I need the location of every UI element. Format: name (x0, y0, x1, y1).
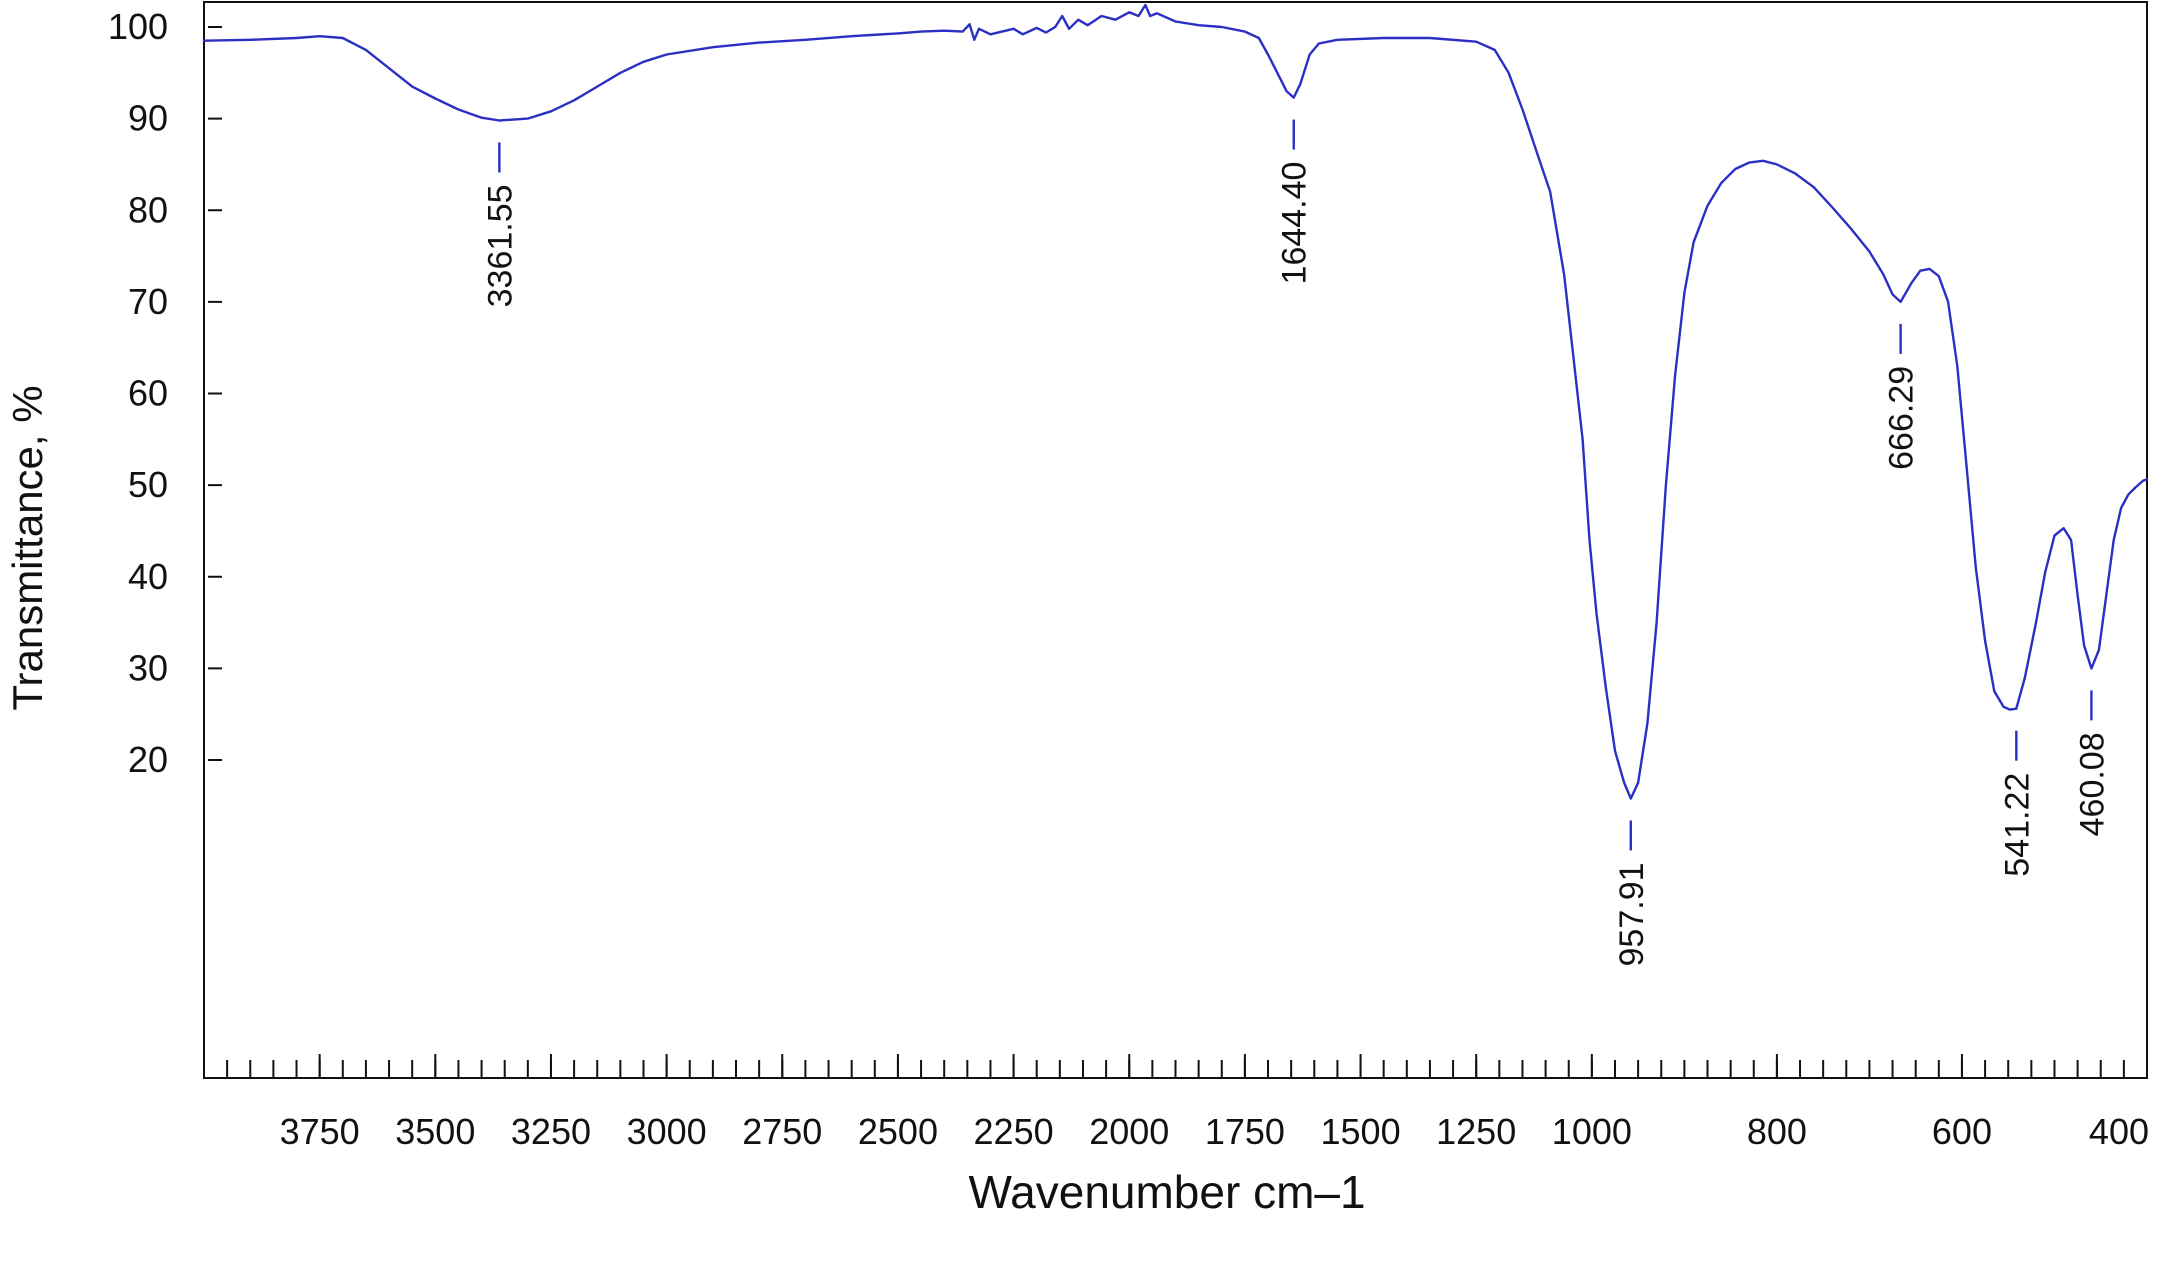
peak-label: 541.22 (1998, 773, 2036, 877)
x-tick-label: 2000 (1089, 1111, 1169, 1152)
y-tick-label: 50 (128, 464, 168, 505)
x-tick-label: 1250 (1436, 1111, 1516, 1152)
x-tick-label: 800 (1747, 1111, 1807, 1152)
x-tick-label: 2250 (974, 1111, 1054, 1152)
peak-label: 666.29 (1883, 366, 1921, 470)
x-tick-label: 1750 (1205, 1111, 1285, 1152)
y-tick-label: 20 (128, 739, 168, 780)
y-tick-label: 60 (128, 373, 168, 414)
plot-frame (203, 1, 2148, 1079)
y-tick-label: 30 (128, 647, 168, 688)
peak-label: 3361.55 (481, 184, 519, 307)
peak-label: 460.08 (2073, 732, 2111, 836)
x-tick-label: 400 (2089, 1111, 2149, 1152)
peak-label: 1644.40 (1276, 162, 1314, 285)
x-tick-label: 600 (1932, 1111, 1992, 1152)
y-tick-label: 70 (128, 281, 168, 322)
x-axis-title: Wavenumber cm–1 (968, 1166, 1365, 1218)
x-tick-label: 1500 (1321, 1111, 1401, 1152)
y-axis-title: Transmittance, % (4, 385, 51, 710)
series-layer (202, 3, 2149, 800)
peak-annotations: 3361.55 1644.40 957.91 666.29 541.22 460.08 (481, 119, 2111, 966)
x-tick-label: 2500 (858, 1111, 938, 1152)
x-tick-label: 3500 (395, 1111, 475, 1152)
y-tick-label: 100 (108, 6, 168, 47)
x-axis: 3750 3500 3250 3000 2750 2500 2250 2000 1750 1500… (226, 1054, 2149, 1152)
y-tick-label: 40 (128, 556, 168, 597)
y-tick-label: 80 (128, 189, 168, 230)
y-tick-label: 90 (128, 98, 168, 139)
x-tick-label: 3750 (280, 1111, 360, 1152)
x-tick-label: 3250 (511, 1111, 591, 1152)
spectrum-line (202, 3, 2149, 800)
y-axis: 100 90 80 70 60 50 40 30 20 (108, 6, 222, 780)
peak-label: 957.91 (1613, 862, 1651, 966)
x-tick-label: 2750 (742, 1111, 822, 1152)
x-tick-label: 3000 (627, 1111, 707, 1152)
x-tick-label: 1000 (1552, 1111, 1632, 1152)
